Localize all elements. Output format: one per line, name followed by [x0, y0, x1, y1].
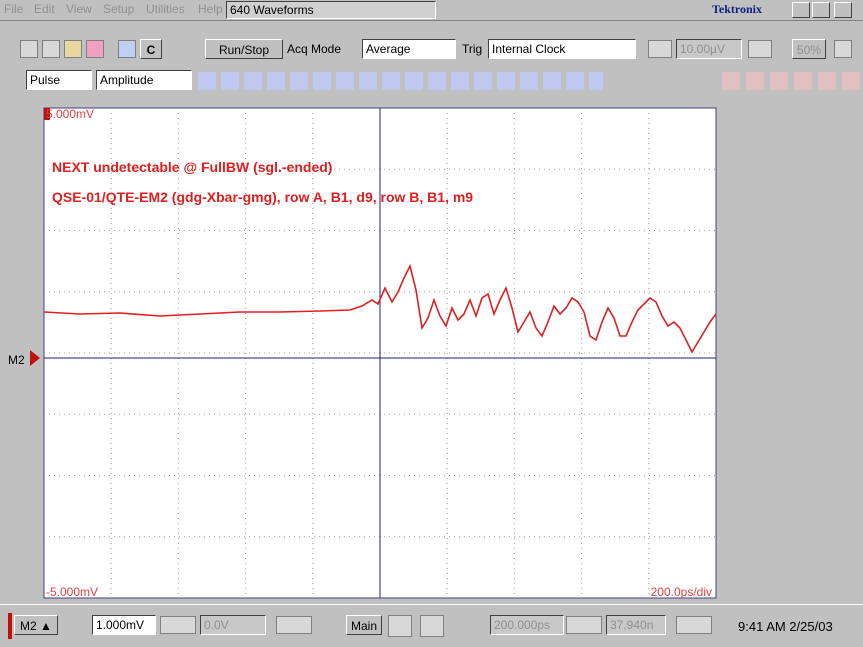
toolbar: C Run/Stop Acq Mode Average Trig Interna…: [0, 36, 863, 64]
zoom-2-button[interactable]: [420, 615, 444, 637]
spinner[interactable]: [160, 616, 196, 634]
scale-field[interactable]: 1.000mV: [92, 615, 156, 635]
trig-level: 10.00µV: [676, 39, 742, 59]
marker-box: [6, 351, 36, 367]
menu-item[interactable]: Help: [198, 2, 223, 16]
spinner[interactable]: [566, 616, 602, 634]
minimize-button[interactable]: [792, 2, 810, 18]
brand: Tektronix: [712, 2, 763, 16]
spinner[interactable]: [676, 616, 712, 634]
spectral-icon[interactable]: [86, 40, 104, 58]
channel-marker: M2: [8, 353, 25, 367]
trig-source-select[interactable]: Internal Clock: [488, 39, 636, 59]
spinner[interactable]: [748, 40, 772, 58]
acq-mode-label: Acq Mode: [287, 42, 342, 56]
menu-item[interactable]: Edit: [34, 2, 55, 16]
measure-category-select[interactable]: Pulse: [26, 70, 92, 90]
menu-item[interactable]: Setup: [103, 2, 135, 16]
position-field: 37.940n: [606, 615, 666, 635]
print-icon[interactable]: [20, 40, 38, 58]
plot-area: 5.000mV NEXT undetectable @ FullBW (sgl.…: [6, 107, 717, 599]
ref-marker: [44, 108, 50, 120]
annotation: NEXT undetectable @ FullBW (sgl.-ended): [52, 159, 332, 175]
status-bar: M2 ▲ 1.000mV 0.0V Main 200.000ps 37.940n…: [0, 604, 863, 647]
menu-item[interactable]: View: [66, 2, 92, 16]
measure-icons[interactable]: [198, 72, 603, 90]
window-title: 640 Waveforms: [226, 1, 436, 19]
marker-arrow: [30, 350, 40, 366]
trig-slope-icon[interactable]: [648, 40, 672, 58]
menu-item[interactable]: Utilities: [146, 2, 185, 16]
annotation: QSE-01/QTE-EM2 (gdg-Xbar-gmg), row A, B1…: [52, 189, 473, 205]
run-stop-button[interactable]: Run/Stop: [205, 39, 283, 59]
channel-icon[interactable]: [118, 40, 136, 58]
measurement-select[interactable]: Amplitude: [96, 70, 192, 90]
clock: 9:41 AM 2/25/03: [738, 619, 833, 634]
horizontal-scale-field: 200.000ps: [490, 615, 564, 635]
measure-bar: Pulse Amplitude: [0, 66, 863, 94]
tool-icons[interactable]: [722, 72, 862, 90]
channel-button[interactable]: C: [140, 39, 162, 59]
acq-mode-select[interactable]: Average: [362, 39, 456, 59]
help-icon[interactable]: [834, 40, 852, 58]
trig-percent-button[interactable]: 50%: [792, 39, 826, 59]
waveform-trace: [43, 263, 717, 354]
channel-label: M2: [20, 619, 37, 633]
trig-label: Trig: [462, 42, 483, 56]
close-button[interactable]: [834, 2, 852, 18]
menu-bar: File Edit View Setup Utilities Help 640 …: [0, 0, 863, 21]
tools-icon[interactable]: [42, 40, 60, 58]
menu-item[interactable]: File: [4, 2, 24, 16]
zoom-1-button[interactable]: [388, 615, 412, 637]
bottom-scale-label: -5.000mV: [46, 585, 98, 599]
timebase-label: 200.0ps/div: [651, 585, 712, 599]
maximize-button[interactable]: [812, 2, 830, 18]
channel-button[interactable]: M2 ▲: [14, 615, 58, 635]
offset-field: 0.0V: [200, 615, 266, 635]
channel-color: [8, 613, 12, 639]
spinner[interactable]: [276, 616, 312, 634]
timebase-mode-button[interactable]: Main: [346, 615, 382, 635]
top-scale-label: 5.000mV: [46, 107, 94, 121]
math-icon[interactable]: [64, 40, 82, 58]
